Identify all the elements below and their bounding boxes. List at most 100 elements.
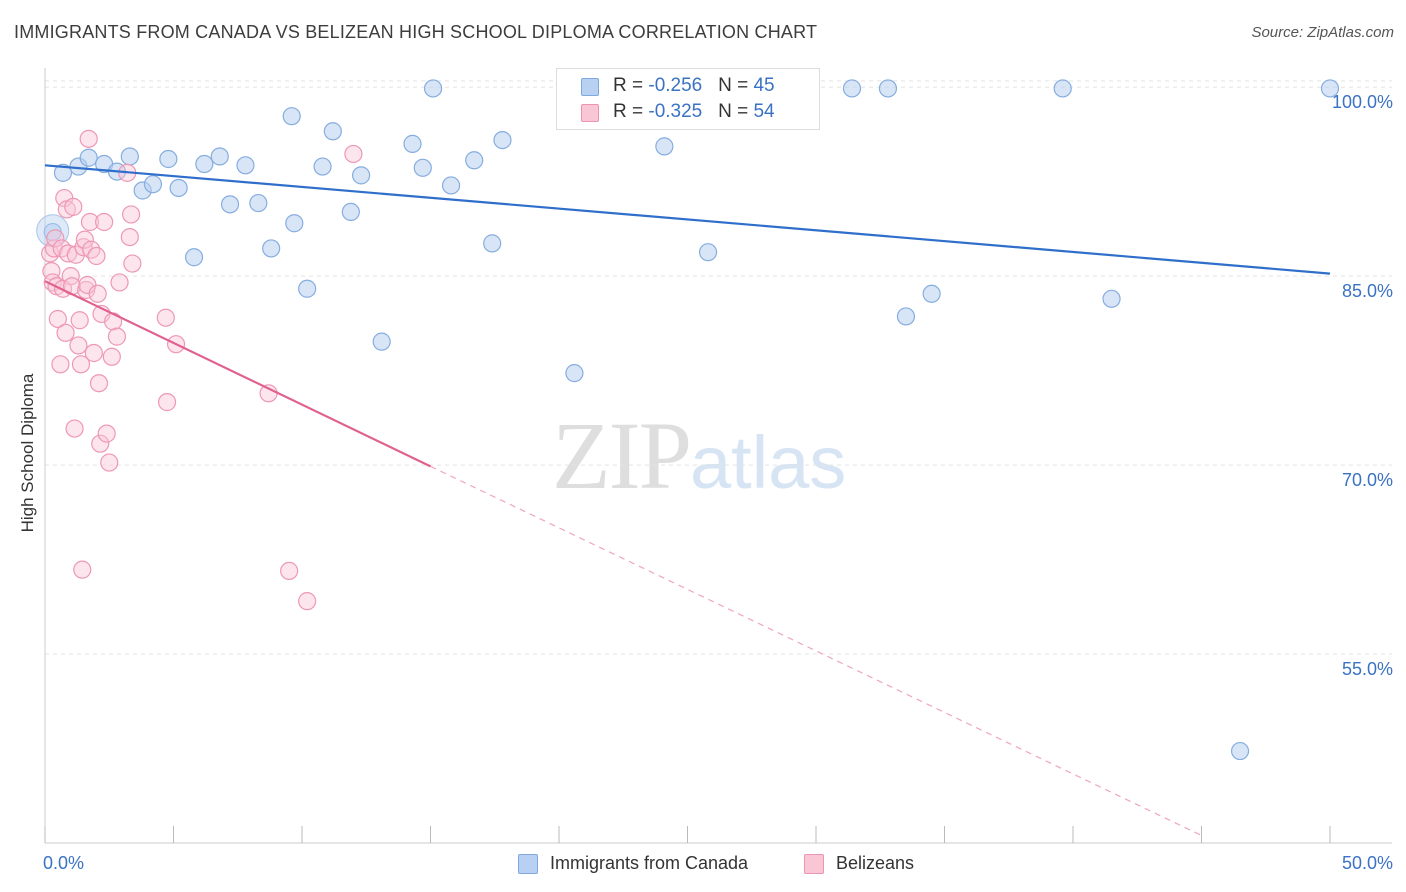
point-belizean: [95, 212, 114, 232]
point-belizean: [280, 561, 299, 581]
bottom-legend-label-belizeans: Belizeans: [836, 853, 915, 873]
point-belizean: [344, 144, 363, 164]
point-belizean: [80, 212, 100, 232]
point-belizean: [48, 309, 67, 329]
watermark-zip: ZIP: [552, 402, 692, 509]
r-label: R =: [613, 101, 649, 122]
chart-title: IMMIGRANTS FROM CANADA VS BELIZEAN HIGH …: [14, 22, 818, 42]
point-belizean: [69, 336, 88, 355]
n-value-belizeans: 54: [753, 101, 775, 122]
r-label: R =: [613, 75, 649, 96]
point-belizean: [56, 323, 75, 342]
point-canada: [465, 151, 484, 170]
point-belizean: [71, 355, 91, 374]
y-tick-label: 85.0%: [1342, 281, 1393, 301]
point-canada: [210, 147, 229, 166]
point-canada: [143, 175, 163, 194]
point-belizean: [298, 592, 317, 611]
point-belizean: [84, 343, 103, 363]
point-canada: [493, 131, 512, 150]
point-canada: [403, 134, 422, 153]
point-canada: [195, 154, 214, 174]
point-canada: [262, 239, 281, 258]
point-belizean: [89, 374, 109, 393]
y-axis-title: High School Diploma: [18, 373, 37, 533]
point-canada: [922, 284, 941, 303]
point-belizean: [120, 227, 139, 247]
point-belizean: [79, 129, 98, 148]
correlation-legend: R = -0.256 N = 45 R = -0.325 N = 54: [556, 68, 820, 130]
point-canada: [1102, 289, 1121, 308]
point-belizean: [157, 393, 177, 412]
legend-text-belizeans: R = -0.325 N = 54: [613, 101, 775, 123]
trend-line-canada: [44, 164, 1331, 275]
point-canada: [249, 193, 268, 213]
r-value-canada: -0.256: [648, 75, 703, 96]
point-canada: [120, 147, 139, 166]
point-belizean: [87, 246, 106, 266]
point-canada: [79, 148, 98, 167]
point-canada: [313, 157, 332, 176]
point-canada: [896, 307, 916, 326]
point-canada: [1230, 741, 1250, 761]
point-belizean: [259, 384, 278, 403]
point-belizean: [123, 254, 142, 273]
point-canada: [372, 332, 391, 351]
tick-labels: 55.0% 70.0% 85.0% 100.0% 0.0% 50.0%: [43, 92, 1393, 873]
point-canada: [169, 178, 188, 198]
legend-swatch-canada: [581, 78, 599, 96]
x-tick-label-min: 0.0%: [43, 853, 84, 873]
point-belizean: [73, 560, 92, 579]
n-label: N =: [718, 101, 754, 122]
bottom-legend-label-canada: Immigrants from Canada: [550, 853, 749, 873]
trend-lines: [44, 164, 1331, 836]
point-canada: [323, 122, 342, 141]
point-belizean: [110, 273, 129, 292]
point-belizean: [100, 453, 119, 472]
point-canada: [282, 107, 301, 126]
n-label: N =: [718, 75, 754, 96]
x-tick-label-max: 50.0%: [1342, 853, 1393, 873]
point-canada: [236, 156, 255, 175]
point-canada: [1053, 79, 1072, 98]
point-canada: [352, 166, 371, 185]
point-belizean: [156, 308, 175, 327]
trend-line-belizeans: [44, 280, 431, 468]
point-canada: [565, 364, 584, 383]
point-canada: [159, 149, 178, 169]
point-belizean: [46, 229, 65, 248]
point-belizean: [64, 197, 83, 216]
point-canada: [285, 214, 304, 233]
point-belizean: [97, 424, 116, 443]
point-canada: [698, 243, 718, 262]
point-belizean: [75, 230, 94, 249]
point-belizean: [70, 311, 89, 330]
point-belizean: [51, 355, 70, 374]
watermark-atlas: atlas: [690, 421, 847, 504]
point-canada: [842, 79, 862, 98]
point-canada: [220, 195, 240, 214]
y-tick-label: 70.0%: [1342, 470, 1393, 490]
point-canada: [298, 279, 317, 298]
trend-line-belizeans-extrapolated: [430, 465, 1202, 836]
point-belizean: [121, 205, 141, 224]
point-canada: [423, 79, 443, 98]
point-belizean: [65, 419, 84, 438]
point-canada: [441, 176, 461, 195]
n-value-canada: 45: [753, 75, 775, 96]
watermark: ZIPatlas: [552, 400, 846, 511]
y-tick-label: 55.0%: [1342, 659, 1393, 679]
point-canada: [655, 137, 674, 156]
axes: [44, 68, 1392, 844]
y-tick-label: 100.0%: [1332, 92, 1393, 112]
point-belizean: [102, 347, 121, 366]
point-canada: [1320, 79, 1340, 98]
source-credit: Source: ZipAtlas.com: [1251, 24, 1394, 41]
point-canada: [413, 158, 432, 177]
series-belizeans: [41, 129, 363, 611]
bottom-legend-swatch-belizeans: [804, 854, 824, 874]
point-belizean: [107, 327, 127, 346]
point-belizean: [59, 244, 78, 263]
point-canada: [184, 248, 204, 267]
point-canada: [53, 163, 73, 182]
